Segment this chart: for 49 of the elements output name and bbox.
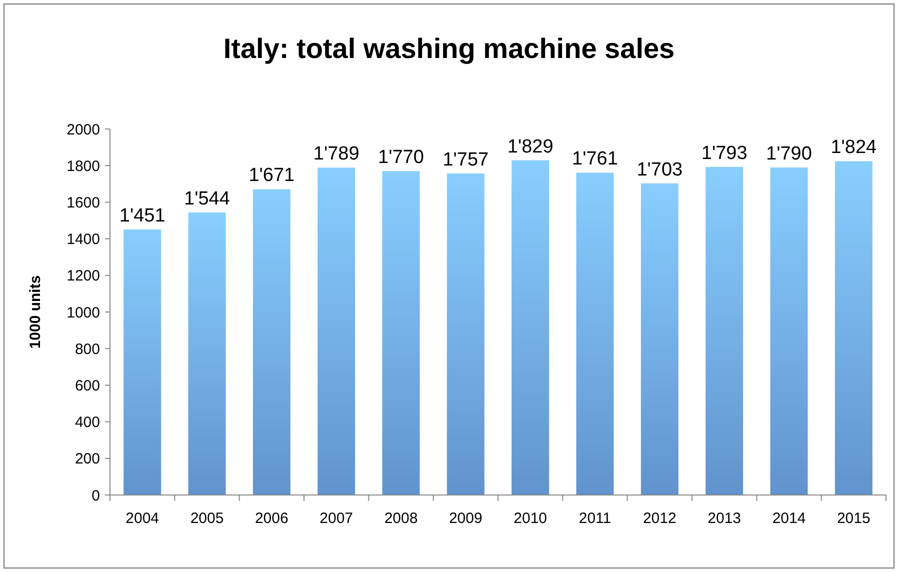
y-tick-label: 2000: [66, 121, 100, 138]
bar: [188, 212, 226, 495]
bar: [252, 189, 290, 495]
data-label: 1'671: [248, 165, 295, 186]
data-label: 1'789: [313, 144, 360, 165]
bar: [382, 171, 420, 495]
y-axis-title: 1000 units: [27, 275, 44, 349]
y-tick-label: 400: [74, 414, 100, 432]
x-tick-label: 2013: [708, 510, 742, 527]
x-tick-label: 2015: [836, 510, 870, 527]
bar: [640, 183, 678, 495]
x-tick-label: 2012: [642, 510, 676, 527]
data-label: 1'451: [119, 205, 166, 226]
x-tick-label: 2010: [514, 510, 548, 527]
x-tick-label: 2004: [126, 510, 160, 527]
data-label: 1'790: [766, 143, 812, 164]
bar: [512, 160, 550, 495]
bar: [834, 161, 872, 495]
x-tick-label: 2005: [190, 510, 224, 527]
x-tick-label: 2008: [384, 510, 418, 527]
data-label: 1'544: [184, 188, 230, 210]
x-tick-label: 2009: [448, 510, 482, 527]
bar: [706, 166, 744, 495]
data-label: 1'829: [507, 136, 554, 158]
y-tick-label: 200: [74, 450, 100, 468]
bar: [124, 229, 162, 495]
data-label: 1'824: [830, 137, 878, 158]
y-tick-label: 1800: [66, 158, 100, 175]
chart-title: Italy: total washing machine sales: [223, 33, 675, 64]
bar: [318, 168, 356, 495]
data-label: 1'757: [442, 149, 489, 170]
data-label: 1'770: [378, 147, 424, 168]
y-tick-label: 1200: [66, 268, 100, 285]
x-tick-label: 2011: [578, 510, 612, 527]
data-label: 1'703: [636, 159, 683, 180]
bar: [446, 173, 484, 495]
data-label: 1'761: [572, 148, 618, 170]
x-tick-label: 2014: [772, 510, 806, 527]
x-tick-label: 2007: [320, 510, 354, 527]
bar: [576, 172, 614, 495]
x-tick-label: 2006: [254, 510, 288, 527]
y-tick-label: 800: [74, 340, 100, 358]
y-tick-label: 600: [74, 377, 100, 394]
y-tick-label: 1400: [66, 231, 100, 248]
bar: [770, 167, 808, 495]
y-tick-label: 1600: [66, 194, 100, 212]
y-tick-label: 0: [92, 487, 100, 504]
y-tick-label: 1000: [66, 304, 100, 322]
data-label: 1'793: [701, 142, 748, 164]
